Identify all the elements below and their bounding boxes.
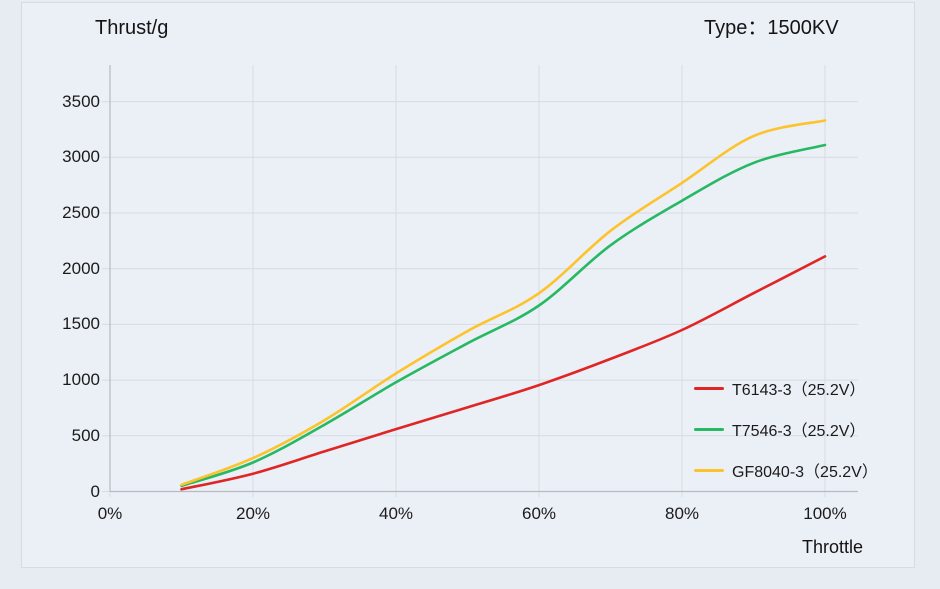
legend-label: GF8040-3（25.2V） <box>732 464 878 481</box>
x-tick-label: 60% <box>521 504 557 523</box>
legend-item: T6143-3（25.2V） <box>694 378 878 399</box>
y-axis-title: Thrust/g <box>95 17 169 39</box>
y-tick-label: 2000 <box>62 258 100 278</box>
chart-panel <box>21 2 915 568</box>
x-tick-label: 100% <box>803 504 847 523</box>
y-tick-label: 2500 <box>62 203 100 222</box>
x-tick-label: 0% <box>97 504 123 523</box>
legend-item: T7546-3（25.2V） <box>694 419 878 440</box>
chart-legend: T6143-3（25.2V） T7546-3（25.2V） GF8040-3（25.… <box>694 378 878 501</box>
motor-type-label: Type：1500KV <box>704 17 839 39</box>
y-tick-label: 500 <box>71 425 100 445</box>
x-tick-label: 40% <box>378 504 414 523</box>
series-line-GF8040-3 <box>180 119 827 487</box>
y-tick-label: 1500 <box>62 314 100 334</box>
y-tick-label: 3500 <box>62 91 100 111</box>
series-line-T7546-3 <box>180 143 827 488</box>
y-tick-label: 0 <box>90 481 100 501</box>
y-tick-label: 3000 <box>62 147 100 167</box>
x-tick-label: 20% <box>235 504 271 523</box>
legend-line-swatch <box>694 427 724 431</box>
legend-label: T6143-3（25.2V） <box>732 382 866 399</box>
series-line-T6143-3 <box>180 255 827 491</box>
legend-label: T7546-3（25.2V） <box>732 423 866 440</box>
legend-line-swatch <box>694 386 724 390</box>
x-axis-title: Throttle <box>801 537 863 557</box>
y-tick-label: 1000 <box>62 370 100 390</box>
legend-item: GF8040-3（25.2V） <box>694 460 878 481</box>
x-tick-label: 80% <box>664 504 700 523</box>
legend-line-swatch <box>694 468 724 472</box>
